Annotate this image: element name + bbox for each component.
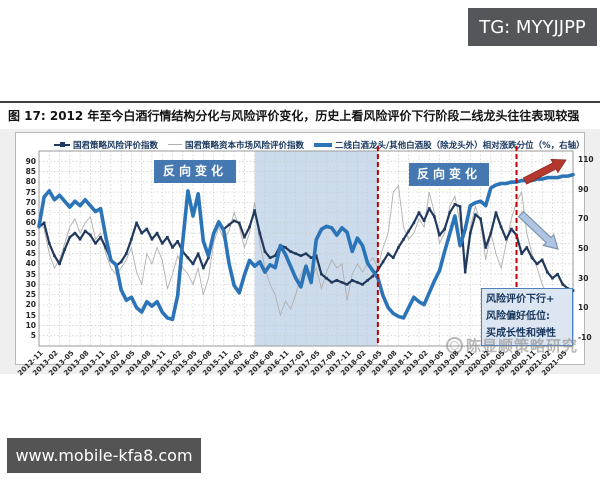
- watermark: 陈显顺策略研究: [446, 335, 578, 356]
- legend-swatch-blue-line-icon: [314, 142, 333, 147]
- y-axis-right-tick: 110: [578, 155, 594, 165]
- legend-label: 二线白酒龙头/其他白酒股（除龙头外）相对涨跌分位（%，右轴）: [335, 140, 585, 151]
- y-axis-right-tick: 50: [578, 244, 589, 253]
- y-axis-left-tick: 60: [25, 218, 36, 228]
- y-axis-left-tick: 20: [25, 300, 36, 310]
- line-chart-plot: [37, 146, 575, 347]
- chart-card: 国君策略风险评价指数 国君策略资本市场风险评价指数 二线白酒龙头/其他白酒股（除…: [15, 132, 594, 377]
- y-axis-left-tick: 25: [25, 290, 36, 300]
- note-line: 买成长性和弹性: [486, 328, 556, 339]
- y-axis-left-tick: 30: [25, 279, 36, 289]
- y-axis-left-tick: 90: [25, 156, 36, 166]
- note-line: 风险评价下行+: [486, 294, 555, 305]
- y-axis-left-tick: 80: [25, 177, 36, 187]
- y-axis-left-tick: 45: [25, 249, 36, 259]
- legend-item-capital-market-risk-index: 国君策略资本市场风险评价指数: [168, 139, 304, 151]
- figure-title: 图 17: 2012 年至今白酒行情结构分化与风险评价变化，历史上看风险评价下行…: [8, 109, 580, 123]
- y-axis-right-tick: 30: [578, 273, 589, 283]
- title-divider: [0, 101, 600, 103]
- y-axis-left-tick: 5: [30, 331, 36, 341]
- legend-label: 国君策略资本市场风险评价指数: [185, 140, 305, 151]
- y-axis-right-tick: 90: [578, 184, 589, 194]
- legend-item-relative-percentile: 二线白酒龙头/其他白酒股（除龙头外）相对涨跌分位（%，右轴）: [314, 139, 585, 151]
- y-axis-right-tick: 10: [578, 303, 589, 313]
- note-line: 风险偏好低位:: [486, 311, 550, 322]
- telegram-badge: TG: MYYJJPP: [468, 8, 597, 46]
- watermark-logo-icon: [446, 337, 463, 354]
- legend-swatch-gray-line-icon: [168, 144, 183, 145]
- y-axis-left-tick: 50: [25, 238, 36, 248]
- annotation-note-box: 风险评价下行+ 风险偏好低位: 买成长性和弹性: [481, 288, 573, 346]
- y-axis-left-tick: 85: [25, 167, 36, 177]
- annotation-reverse-change-2: 反向变化: [409, 163, 489, 186]
- y-axis-left-tick: 55: [25, 228, 36, 238]
- y-axis-left-tick: 75: [25, 187, 36, 197]
- legend-swatch-navy-line-icon: [54, 141, 70, 147]
- y-axis-left-tick: 15: [25, 310, 36, 320]
- y-axis-right-tick: -10: [578, 332, 592, 342]
- y-axis-left-tick: 70: [25, 197, 36, 207]
- y-axis-left-tick: 65: [25, 208, 36, 218]
- site-url-bar: www.mobile-kfa8.com: [7, 438, 201, 473]
- y-axis-left-tick: 10: [25, 320, 36, 330]
- watermark-text: 陈显顺策略研究: [466, 337, 579, 355]
- annotation-reverse-change-1: 反向变化: [154, 160, 236, 183]
- legend-label: 国君策略风险评价指数: [73, 140, 159, 151]
- chart-legend: 国君策略风险评价指数 国君策略资本市场风险评价指数 二线白酒龙头/其他白酒股（除…: [16, 137, 586, 152]
- y-axis-right-tick: 70: [578, 214, 589, 224]
- legend-item-risk-index: 国君策略风险评价指数: [54, 139, 158, 151]
- y-axis-left-tick: 40: [25, 259, 36, 269]
- y-axis-left-tick: 35: [25, 269, 36, 279]
